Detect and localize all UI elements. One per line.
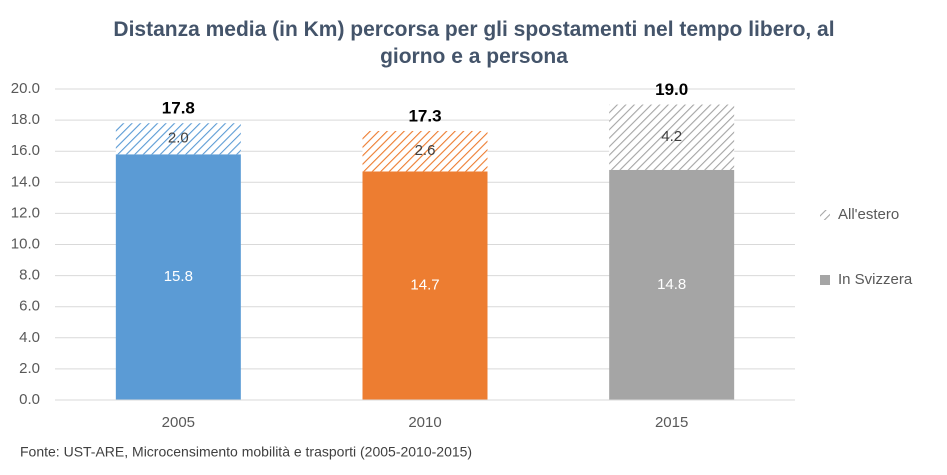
value-label: 2.0: [168, 130, 189, 147]
y-tick-label: 16.0: [11, 142, 40, 159]
y-tick-label: 10.0: [11, 235, 40, 252]
y-tick-label: 0.0: [19, 391, 40, 408]
legend-label: All'estero: [838, 206, 899, 223]
y-tick-label: 4.0: [19, 329, 40, 346]
value-label: 2.6: [415, 142, 436, 159]
bar-segment-hatched: [115, 123, 241, 155]
total-label: 17.3: [408, 106, 441, 125]
y-tick-label: 20.0: [11, 80, 40, 97]
value-label: 15.8: [164, 268, 193, 285]
value-label: 4.2: [661, 128, 682, 145]
bar-segment: [115, 154, 241, 400]
legend-swatch: [820, 210, 830, 220]
bar-segment: [362, 171, 488, 400]
y-tick-label: 6.0: [19, 298, 40, 315]
bar-segment-hatched: [609, 104, 735, 170]
bar-segment: [609, 169, 735, 400]
x-tick-label: 2010: [408, 414, 441, 431]
y-tick-label: 12.0: [11, 204, 40, 221]
legend-swatch: [820, 275, 830, 285]
y-tick-label: 18.0: [11, 111, 40, 128]
bar-segment-hatched: [362, 130, 488, 172]
x-tick-label: 2015: [655, 414, 688, 431]
y-tick-label: 8.0: [19, 267, 40, 284]
y-tick-label: 14.0: [11, 173, 40, 190]
source-note: Fonte: UST-ARE, Microcensimento mobilità…: [20, 444, 472, 460]
chart-title: Distanza media (in Km) percorsa per gli …: [113, 18, 835, 68]
x-tick-label: 2005: [162, 414, 195, 431]
total-label: 17.8: [162, 99, 195, 118]
y-tick-label: 2.0: [19, 360, 40, 377]
value-label: 14.8: [657, 276, 686, 293]
legend-label: In Svizzera: [838, 271, 913, 288]
total-label: 19.0: [655, 80, 688, 99]
value-label: 14.7: [410, 277, 439, 294]
